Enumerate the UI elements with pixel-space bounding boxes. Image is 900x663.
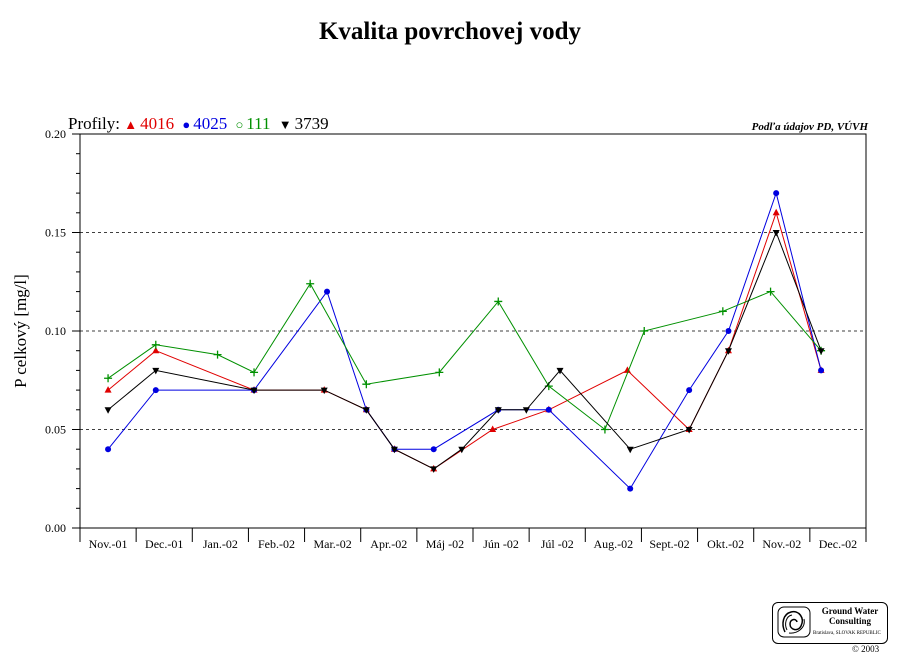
logo-text: Ground Water Consulting: [817, 606, 883, 626]
data-point-4025: [627, 485, 634, 492]
x-tick-label: Mar.-02: [313, 537, 351, 551]
logo-location: Bratislava, SLOVAK REPUBLIC: [813, 631, 881, 636]
y-tick-label: 0.00: [45, 521, 66, 535]
data-point-111: [600, 425, 609, 434]
logo-line-1: Ground Water: [821, 606, 879, 616]
x-tick-label: Sept.-02: [649, 537, 689, 551]
y-axis-label: P celkový [mg/l]: [11, 274, 30, 388]
legend-item-3739: 3739: [294, 114, 329, 133]
data-point-4025: [324, 288, 331, 295]
x-tick-label: Okt.-02: [707, 537, 744, 551]
data-point-111: [362, 380, 371, 389]
spiral-logo-icon: [777, 606, 811, 638]
data-point-111: [306, 279, 315, 288]
company-logo: Ground Water Consulting Bratislava, SLOV…: [772, 602, 888, 644]
data-point-111: [640, 327, 649, 335]
open-circle-icon: ○: [235, 117, 244, 132]
data-point-4016: [489, 425, 497, 432]
data-point-111: [494, 297, 503, 306]
data-point-4016: [772, 208, 780, 216]
data-point-111: [104, 374, 113, 383]
data-source-credit: Podľa údajov PD, VÚVH: [751, 121, 868, 133]
series-line-111: [107, 282, 822, 431]
y-tick-label: 0.05: [45, 423, 66, 437]
x-tick-label: Nov.-02: [762, 537, 801, 551]
x-tick-label: Dec.-01: [145, 537, 183, 551]
series-line-3739: [107, 231, 822, 470]
data-point-3739: [390, 446, 398, 454]
series-line-4025: [107, 191, 822, 490]
data-point-3739: [430, 466, 438, 473]
data-point-3739: [685, 427, 693, 434]
data-point-4025: [105, 446, 112, 453]
triangle-down-icon: ▼: [278, 117, 292, 132]
filled-circle-icon: ●: [182, 117, 191, 132]
data-point-4016: [104, 386, 112, 393]
data-point-4016: [152, 346, 160, 354]
data-point-3739: [817, 348, 825, 355]
data-point-4025: [686, 387, 693, 394]
legend-prefix: Profily:: [68, 114, 120, 133]
data-point-3739: [772, 230, 780, 237]
legend-item-4016: 4016: [140, 114, 175, 133]
x-tick-label: Dec.-02: [819, 537, 857, 551]
data-point-4025: [818, 367, 825, 374]
x-tick-label: Nov.-01: [89, 537, 128, 551]
data-point-4025: [545, 406, 552, 413]
data-point-111: [435, 368, 444, 377]
data-point-4016: [623, 366, 631, 373]
data-point-3739: [362, 407, 370, 414]
data-point-3739: [250, 387, 258, 395]
data-point-3739: [104, 407, 112, 414]
triangle-up-icon: ▲: [124, 117, 138, 132]
y-tick-label: 0.15: [45, 226, 66, 240]
data-point-3739: [522, 407, 530, 414]
data-point-111: [151, 340, 160, 349]
data-point-111: [250, 368, 259, 377]
legend-item-4025: 4025: [193, 114, 228, 133]
data-point-4025: [773, 190, 780, 197]
data-point-111: [766, 287, 775, 296]
data-point-3739: [724, 348, 732, 355]
x-tick-label: Apr.-02: [370, 537, 407, 551]
logo-line-2: Consulting: [828, 616, 872, 626]
x-tick-label: Feb.-02: [258, 537, 295, 551]
chart-title: Kvalita povrchovej vody: [318, 18, 582, 45]
y-tick-label: 0.20: [45, 127, 66, 141]
x-tick-label: Aug.-02: [594, 537, 634, 551]
x-tick-label: Máj -02: [426, 537, 464, 551]
data-point-4025: [430, 446, 437, 453]
data-point-3739: [556, 367, 564, 375]
data-point-4025: [152, 387, 159, 394]
x-tick-label: Jún -02: [483, 537, 519, 551]
data-point-3739: [494, 407, 502, 414]
x-tick-label: Júl -02: [541, 537, 574, 551]
legend-item-111: 111: [246, 114, 271, 133]
data-point-3739: [152, 367, 160, 375]
y-tick-label: 0.10: [45, 324, 66, 338]
x-tick-label: Jan.-02: [203, 537, 238, 551]
data-point-111: [718, 307, 727, 316]
data-point-111: [213, 350, 222, 359]
data-point-3739: [626, 446, 634, 454]
copyright: © 2003: [852, 644, 880, 654]
data-point-4025: [725, 328, 732, 334]
data-point-3739: [320, 387, 328, 395]
data-point-3739: [458, 446, 466, 454]
legend: Profily: ▲ 4016 ● 4025 ○ 111 ▼ 3739: [68, 114, 333, 134]
